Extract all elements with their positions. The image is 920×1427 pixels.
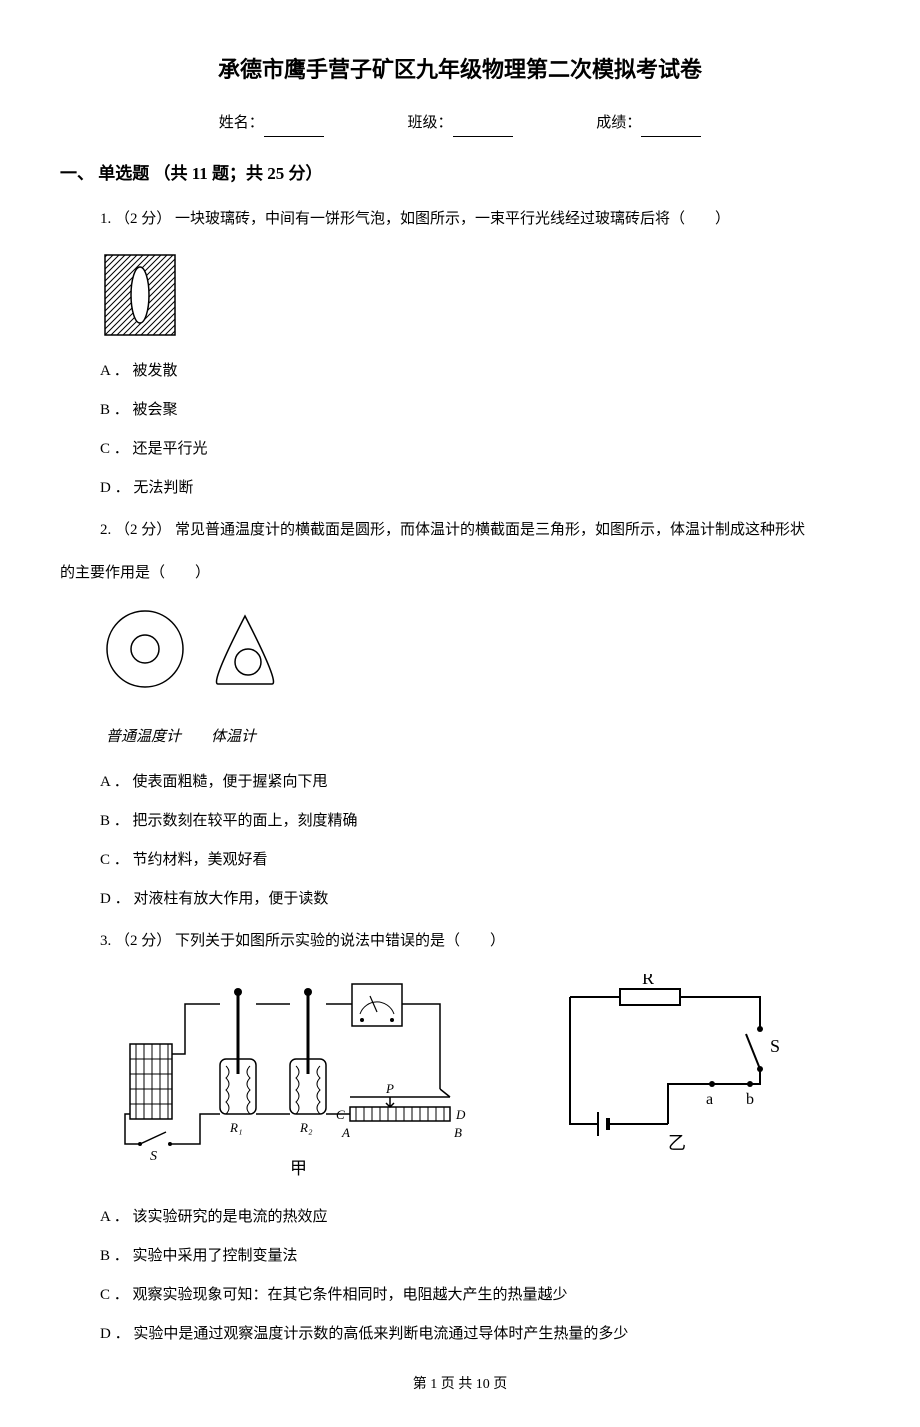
q3-figure: S R₁ R₂ bbox=[60, 974, 860, 1184]
q2-stem-cont: 的主要作用是（ ） bbox=[60, 557, 860, 590]
svg-text:A: A bbox=[341, 1125, 350, 1140]
svg-text:D: D bbox=[455, 1107, 466, 1122]
q2-fig-label-1: 普通温度计 bbox=[106, 724, 181, 751]
q2-option-a: A ． 使表面粗糙，便于握紧向下甩 bbox=[60, 769, 860, 796]
page-title: 承德市鹰手营子矿区九年级物理第二次模拟考试卷 bbox=[60, 50, 860, 90]
q1-option-a: A ． 被发散 bbox=[60, 358, 860, 385]
name-blank bbox=[264, 121, 324, 137]
q3-figure-right: R S a b 乙 bbox=[550, 974, 790, 1164]
svg-text:B: B bbox=[454, 1125, 462, 1140]
q3-option-c: C ． 观察实验现象可知：在其它条件相同时，电阻越大产生的热量越少 bbox=[60, 1282, 860, 1309]
q1-option-d: D ． 无法判断 bbox=[60, 475, 860, 502]
svg-text:R: R bbox=[642, 974, 654, 988]
name-label: 姓名： bbox=[219, 115, 264, 131]
score-blank bbox=[641, 121, 701, 137]
class-blank bbox=[453, 121, 513, 137]
class-label: 班级： bbox=[407, 115, 452, 131]
svg-text:a: a bbox=[706, 1091, 713, 1108]
q3-figure-left: S R₁ R₂ bbox=[120, 974, 480, 1184]
header-info-line: 姓名： 班级： 成绩： bbox=[60, 110, 860, 137]
svg-text:甲: 甲 bbox=[290, 1159, 307, 1178]
q2-stem: 2. （2 分） 常见普通温度计的横截面是圆形，而体温计的横截面是三角形，如图所… bbox=[60, 514, 860, 547]
svg-text:乙: 乙 bbox=[668, 1133, 686, 1153]
q1-option-b: B ． 被会聚 bbox=[60, 397, 860, 424]
svg-text:R₁: R₁ bbox=[229, 1120, 242, 1135]
svg-text:P: P bbox=[385, 1081, 394, 1096]
q1-option-c: C ． 还是平行光 bbox=[60, 436, 860, 463]
svg-text:R₂: R₂ bbox=[299, 1120, 313, 1135]
q3-stem: 3. （2 分） 下列关于如图所示实验的说法中错误的是（ ） bbox=[60, 925, 860, 958]
q2-fig-label-2: 体温计 bbox=[211, 724, 256, 751]
q2-figure: 普通温度计 体温计 bbox=[60, 604, 860, 751]
section-1-heading: 一、 单选题 （共 11 题；共 25 分） bbox=[60, 159, 860, 190]
svg-text:S: S bbox=[770, 1036, 780, 1056]
page-footer: 第 1 页 共 10 页 bbox=[60, 1372, 860, 1397]
q1-stem: 1. （2 分） 一块玻璃砖，中间有一饼形气泡，如图所示，一束平行光线经过玻璃砖… bbox=[60, 203, 860, 236]
svg-text:b: b bbox=[746, 1091, 754, 1108]
q2-option-b: B ． 把示数刻在较平的面上，刻度精确 bbox=[60, 808, 860, 835]
q3-option-b: B ． 实验中采用了控制变量法 bbox=[60, 1243, 860, 1270]
q3-option-d: D ． 实验中是通过观察温度计示数的高低来判断电流通过导体时产生热量的多少 bbox=[60, 1321, 860, 1348]
q2-option-d: D ． 对液柱有放大作用，便于读数 bbox=[60, 886, 860, 913]
svg-text:S: S bbox=[150, 1149, 157, 1164]
score-label: 成绩： bbox=[596, 115, 641, 131]
q3-option-a: A ． 该实验研究的是电流的热效应 bbox=[60, 1204, 860, 1231]
q1-figure bbox=[60, 250, 860, 340]
q2-option-c: C ． 节约材料，美观好看 bbox=[60, 847, 860, 874]
